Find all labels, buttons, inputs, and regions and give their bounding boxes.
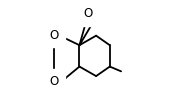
Text: O: O bbox=[50, 75, 59, 88]
Text: O: O bbox=[83, 7, 92, 20]
Text: O: O bbox=[50, 29, 59, 42]
